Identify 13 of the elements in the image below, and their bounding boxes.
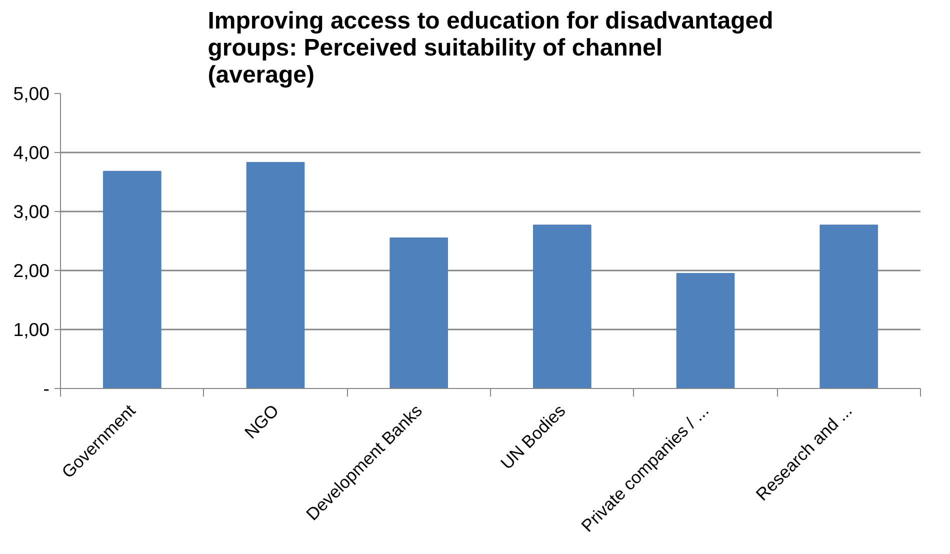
y-tick-label: 4,00 [13,142,50,163]
bar [820,224,878,388]
bar [390,238,448,388]
bar [533,224,592,388]
y-tick-label: 3,00 [13,201,50,222]
chart-title: Improving access to education for disadvantaged groups: Perceived suitability of channel (average) [208,8,774,88]
y-tick-label: - [43,378,50,399]
bar [676,272,735,388]
y-tick-label: 5,00 [13,83,50,104]
y-tick-label: 1,00 [13,319,50,340]
bar [103,170,162,388]
bar [246,162,305,388]
y-tick-label: 2,00 [13,260,50,281]
